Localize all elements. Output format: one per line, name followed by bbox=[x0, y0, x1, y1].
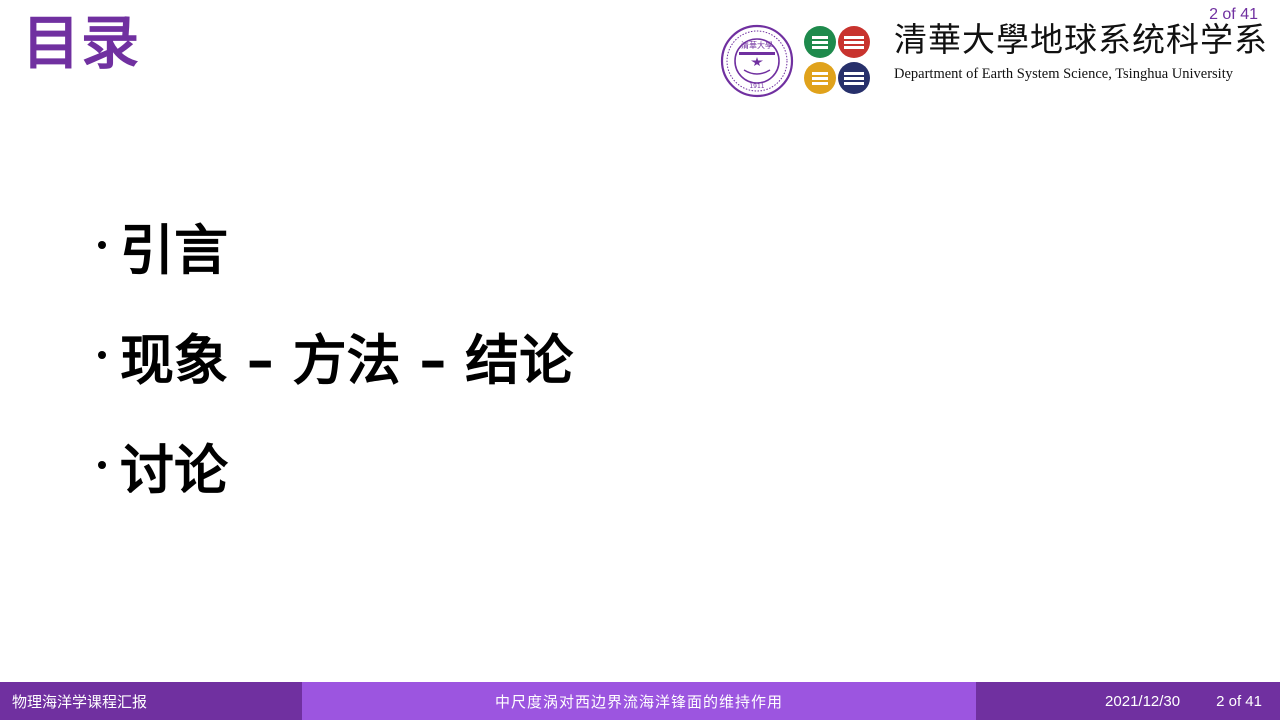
slide-title: 目录 bbox=[22, 9, 141, 77]
university-name-cn: 清華大學 bbox=[894, 20, 1030, 59]
footer-bar: 物理海洋学课程汇报 中尺度涡对西边界流海洋锋面的维持作用 2021/12/30 … bbox=[0, 682, 1280, 720]
outline-item-label: 现象 – 方法 – 结论 bbox=[120, 328, 574, 392]
department-logo-icon bbox=[804, 26, 870, 94]
page-number-top: 2 of 41 bbox=[1209, 6, 1258, 23]
department-title-cn: 地球系统科学系 bbox=[1030, 20, 1268, 59]
outline-item-label: 讨论 bbox=[120, 438, 228, 502]
outline-item: 引言 bbox=[98, 190, 573, 300]
department-name: 清華大學地球系统科学系 Department of Earth System S… bbox=[894, 20, 1278, 83]
svg-text:1911: 1911 bbox=[749, 83, 764, 90]
footer-date: 2021/12/30 bbox=[1105, 692, 1181, 710]
outline-item: 讨论 bbox=[98, 410, 573, 520]
footer-topic: 中尺度涡对西边界流海洋锋面的维持作用 bbox=[302, 682, 976, 720]
outline-item-label: 引言 bbox=[120, 218, 228, 282]
footer-page-number: 2 of 41 bbox=[1216, 692, 1262, 710]
footer-course: 物理海洋学课程汇报 bbox=[0, 682, 302, 720]
svg-text:清華大學: 清華大學 bbox=[741, 40, 773, 50]
tsinghua-seal-icon: 清華大學 1911 bbox=[720, 24, 794, 98]
footer-meta: 2021/12/30 2 of 41 bbox=[976, 682, 1280, 720]
department-name-en: Department of Earth System Science, Tsin… bbox=[894, 66, 1233, 83]
outline-list: 引言 现象 – 方法 – 结论 讨论 bbox=[98, 190, 573, 520]
header-logos: 清華大學 1911 bbox=[718, 20, 1278, 100]
department-name-cn: 清華大學地球系统科学系 bbox=[894, 20, 1278, 59]
bullet-icon bbox=[98, 351, 106, 359]
bullet-icon bbox=[98, 461, 106, 469]
bullet-icon bbox=[98, 241, 106, 249]
outline-item: 现象 – 方法 – 结论 bbox=[98, 300, 573, 410]
